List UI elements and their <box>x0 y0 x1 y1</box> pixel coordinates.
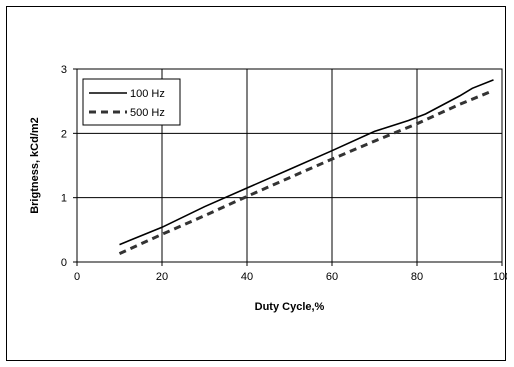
tick-layer: 0 20 40 60 80 100 0 1 2 3 <box>61 64 507 283</box>
chart-frame: 0 20 40 60 80 100 0 1 2 3 Duty Cycle,% Brigtness,… <box>6 6 507 361</box>
legend-label-100hz: 100 Hz <box>130 88 165 100</box>
legend-label-500hz: 500 Hz <box>130 107 165 119</box>
x-tick-label: 100 <box>493 271 507 283</box>
legend: 100 Hz 500 Hz <box>82 78 181 126</box>
grid-layer <box>77 69 502 262</box>
y-tick-label: 2 <box>61 128 67 140</box>
x-tick-label: 60 <box>326 271 338 283</box>
x-axis-title: Duty Cycle,% <box>255 301 325 313</box>
x-tick-label: 80 <box>411 271 423 283</box>
y-tick-label: 1 <box>61 193 67 205</box>
x-tick-label: 20 <box>156 271 168 283</box>
x-tick-label: 40 <box>241 271 253 283</box>
series-layer <box>118 79 494 255</box>
y-tick-label: 0 <box>61 257 67 269</box>
x-tick-label: 0 <box>74 271 80 283</box>
y-tick-label: 3 <box>61 64 67 76</box>
series-line-500hz <box>118 90 490 255</box>
legend-box <box>82 78 181 126</box>
plot-area <box>76 68 503 263</box>
line-chart: 0 20 40 60 80 100 0 1 2 3 Duty Cycle,% Brigtness,… <box>29 64 507 313</box>
series-line-100hz <box>119 79 494 246</box>
y-axis-title: Brigtness, kCd/m2 <box>29 117 41 214</box>
